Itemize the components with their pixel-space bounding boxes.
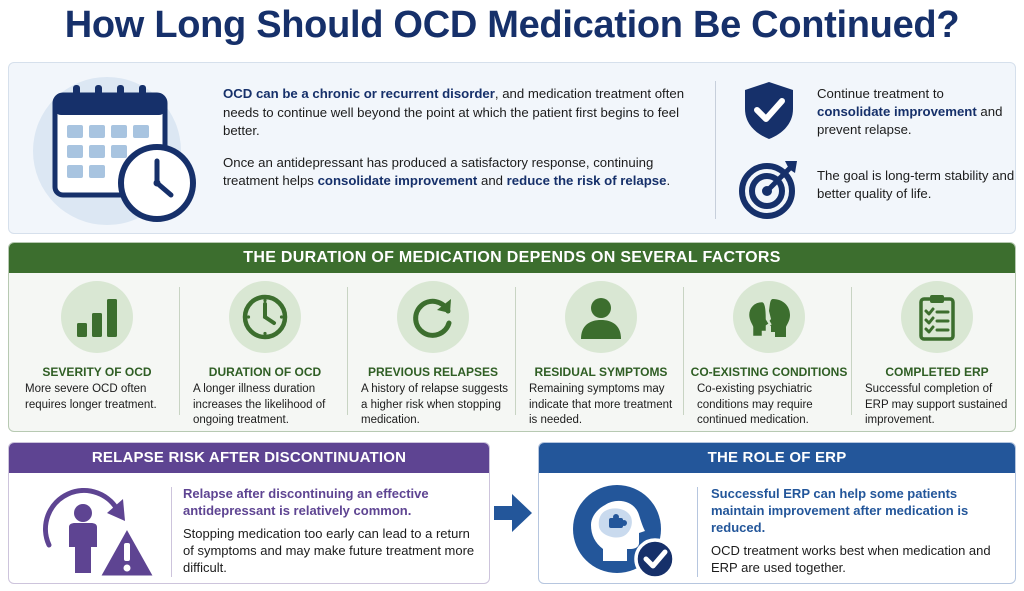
factor-title: CO-EXISTING CONDITIONS (690, 365, 848, 379)
factor-separator (851, 287, 852, 415)
erp-panel: THE ROLE OF ERP Successful ERP can help … (538, 442, 1016, 584)
factor-coexisting: CO-EXISTING CONDITIONS Co-existing psych… (685, 277, 853, 429)
page-title: How Long Should OCD Medication Be Contin… (64, 4, 960, 46)
intro-p1-text: , and medication treatment often needs t… (223, 86, 685, 138)
side1-start: Continue treatment to (817, 86, 944, 101)
bar-chart-icon (61, 281, 133, 353)
factor-duration: DURATION OF OCD A longer illness duratio… (181, 277, 349, 429)
side-text-consolidate: Continue treatment to consolidate improv… (817, 85, 1017, 139)
relapse-divider (171, 487, 172, 577)
erp-header: THE ROLE OF ERP (539, 443, 1015, 473)
factor-relapses: PREVIOUS RELAPSES A history of relapse s… (349, 277, 517, 429)
intro-paragraph-1: OCD can be a chronic or recurrent disord… (223, 85, 701, 141)
factor-desc: A longer illness duration increases the … (193, 383, 326, 426)
factor-title: DURATION OF OCD (208, 365, 322, 379)
intro-highlight-consolidate: consolidate improvement (317, 173, 478, 188)
factor-desc: More severe OCD often requires longer tr… (25, 383, 157, 411)
factor-desc: Co-existing psychiatric conditions may r… (697, 383, 813, 426)
clock-icon (229, 281, 301, 353)
factors-panel: THE DURATION OF MEDICATION DEPENDS ON SE… (8, 242, 1016, 432)
factor-separator (515, 287, 516, 415)
arrow-right-icon (492, 490, 534, 536)
intro-p2-end: . (666, 173, 671, 188)
intro-p2-mid: and (477, 173, 507, 188)
side-text-goal: The goal is long-term stability and bett… (817, 168, 1015, 201)
person-icon (565, 281, 637, 353)
target-icon (739, 157, 799, 219)
factor-title: PREVIOUS RELAPSES (367, 365, 499, 379)
clipboard-checklist-icon (901, 281, 973, 353)
intro-highlight-relapse: reduce the risk of relapse (506, 173, 667, 188)
intro-p2-start: Once an antidepressant has produced a sa… (223, 154, 654, 189)
relapse-body: Stopping medication too early can lead t… (183, 526, 475, 575)
person-warning-icon (35, 483, 159, 579)
two-heads-icon (733, 281, 805, 353)
factor-desc: Remaining symptoms may indicate that mor… (529, 383, 673, 426)
shield-check-icon (739, 79, 799, 141)
erp-text: Successful ERP can help some patients ma… (711, 485, 1007, 576)
factor-residual: RESIDUAL SYMPTOMS Remaining symptoms may… (517, 277, 685, 429)
erp-emphasis: Successful ERP can help some patients ma… (711, 486, 969, 535)
intro-paragraph-2: Once an antidepressant has produced a sa… (223, 154, 701, 191)
factors-header: THE DURATION OF MEDICATION DEPENDS ON SE… (9, 243, 1015, 273)
intro-highlight-chronic: OCD can be a chronic or recurrent disord… (223, 86, 495, 101)
erp-divider (697, 487, 698, 577)
erp-body: OCD treatment works best when medication… (711, 543, 991, 575)
factor-desc: Successful completion of ERP may support… (865, 383, 1008, 426)
factor-separator (179, 287, 180, 415)
side1-end: and prevent relapse. (817, 104, 1003, 137)
calendar-clock-icon (23, 71, 209, 227)
factor-severity: SEVERITY OF OCD More severe OCD often re… (13, 277, 181, 429)
side1-highlight: consolidate improvement (817, 104, 977, 119)
intro-panel: OCD can be a chronic or recurrent disord… (8, 62, 1016, 234)
factor-title: RESIDUAL SYMPTOMS (534, 365, 668, 379)
factor-erp: COMPLETED ERP Successful completion of E… (853, 277, 1015, 429)
head-puzzle-check-icon (565, 481, 681, 581)
factor-title: SEVERITY OF OCD (42, 365, 152, 379)
factor-desc: A history of relapse suggests a higher r… (361, 383, 509, 426)
relapse-panel: RELAPSE RISK AFTER DISCONTINUATION Relap… (8, 442, 490, 584)
relapse-header: RELAPSE RISK AFTER DISCONTINUATION (9, 443, 489, 473)
intro-text: OCD can be a chronic or recurrent disord… (223, 85, 701, 191)
factor-separator (347, 287, 348, 415)
factor-separator (683, 287, 684, 415)
relapse-emphasis: Relapse after discontinuing an effective… (183, 486, 429, 518)
refresh-icon (397, 281, 469, 353)
relapse-text: Relapse after discontinuing an effective… (183, 485, 483, 576)
intro-divider (715, 81, 716, 219)
factor-title: COMPLETED ERP (885, 365, 989, 379)
